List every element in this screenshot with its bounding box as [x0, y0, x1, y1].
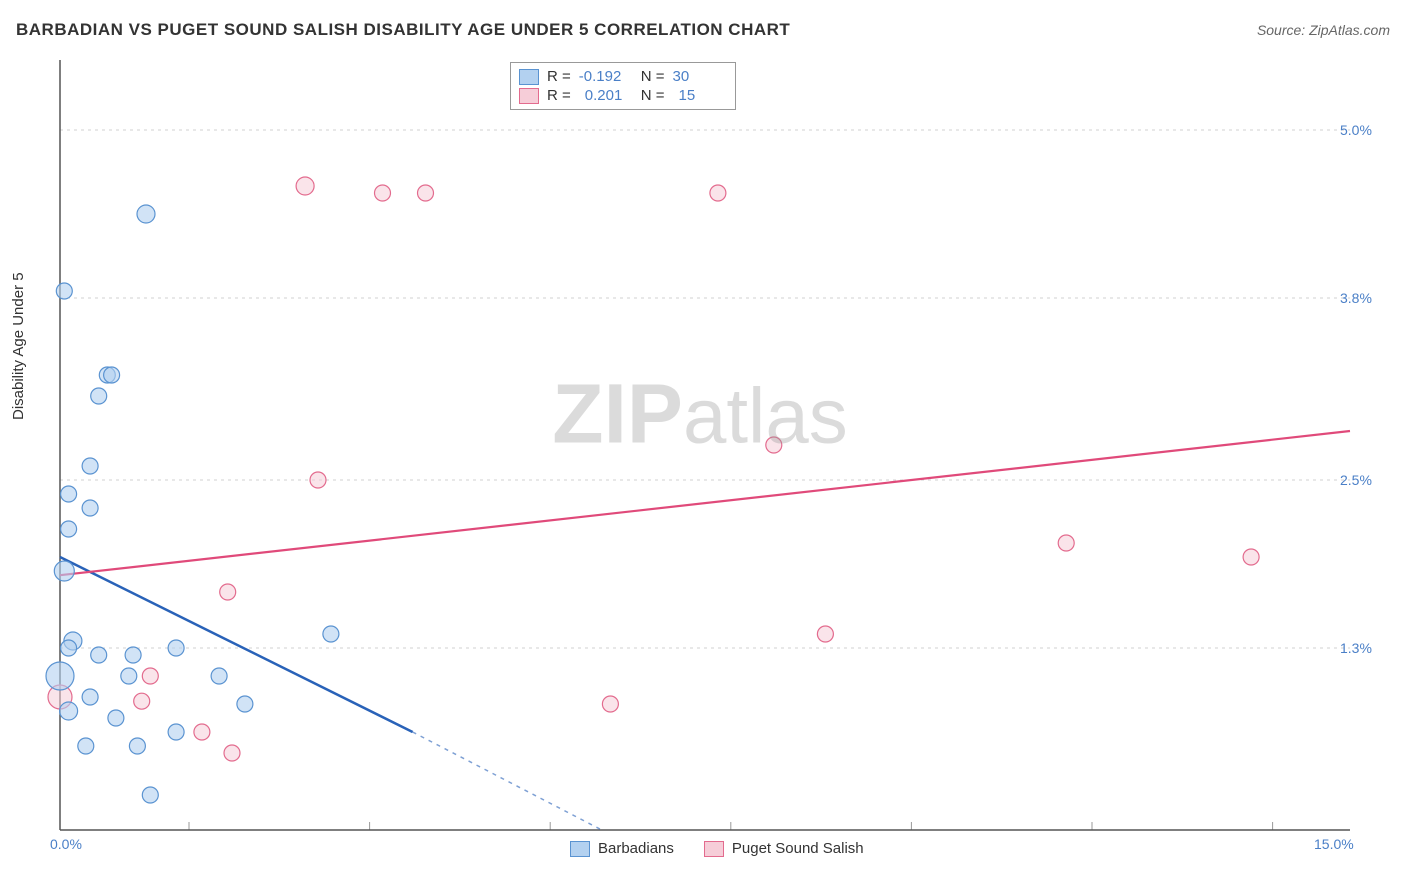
stats-legend: R = -0.192 N = 30 R = 0.201 N = 15 — [510, 62, 736, 110]
scatter-chart — [50, 60, 1350, 860]
legend-label-barbadians: Barbadians — [598, 840, 674, 857]
stats-row-salish: R = 0.201 N = 15 — [519, 86, 727, 105]
legend-item-barbadians: Barbadians — [570, 840, 674, 857]
y-axis-label: Disability Age Under 5 — [10, 272, 27, 420]
swatch-barbadians — [570, 841, 590, 857]
legend-item-salish: Puget Sound Salish — [704, 840, 864, 857]
y-tick-label: 3.8% — [1340, 290, 1390, 306]
source-label: Source: ZipAtlas.com — [1257, 22, 1390, 38]
bottom-legend: Barbadians Puget Sound Salish — [570, 840, 864, 857]
x-tick-label: 15.0% — [1314, 836, 1354, 852]
n-value-barbadians: 30 — [673, 68, 727, 85]
n-value-salish: 15 — [673, 87, 727, 104]
chart-area: ZIPatlas R = -0.192 N = 30 R = 0.201 N =… — [50, 60, 1350, 830]
stats-row-barbadians: R = -0.192 N = 30 — [519, 67, 727, 86]
x-tick-label: 0.0% — [50, 836, 82, 852]
legend-label-salish: Puget Sound Salish — [732, 840, 864, 857]
r-label: R = — [547, 68, 571, 85]
r-value-barbadians: -0.192 — [579, 68, 633, 85]
r-value-salish: 0.201 — [579, 87, 633, 104]
y-tick-label: 2.5% — [1340, 472, 1390, 488]
swatch-barbadians — [519, 69, 539, 85]
y-tick-label: 1.3% — [1340, 640, 1390, 656]
chart-title: BARBADIAN VS PUGET SOUND SALISH DISABILI… — [16, 20, 1390, 40]
y-tick-label: 5.0% — [1340, 122, 1390, 138]
n-label: N = — [641, 68, 665, 85]
r-label: R = — [547, 87, 571, 104]
swatch-salish — [519, 88, 539, 104]
n-label: N = — [641, 87, 665, 104]
swatch-salish — [704, 841, 724, 857]
